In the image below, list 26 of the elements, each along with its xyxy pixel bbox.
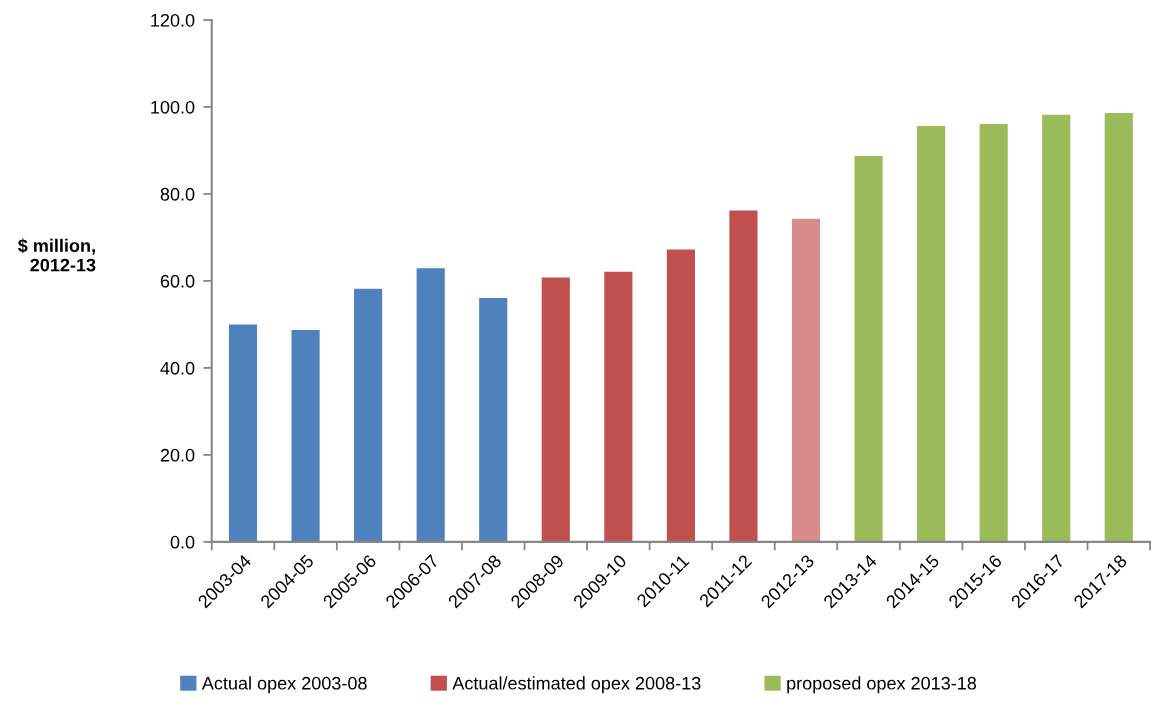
bar [228, 324, 258, 542]
y-tick-label: 0.0 [170, 535, 195, 549]
y-axis-title: $ million, 2012-13 [18, 238, 96, 272]
bar [604, 271, 633, 542]
bar [917, 126, 946, 542]
bar [1104, 113, 1133, 542]
legend-label: proposed opex 2013-18 [787, 676, 977, 694]
bar [541, 277, 570, 542]
legend-label: Actual opex 2003-08 [201, 676, 367, 694]
bar [291, 330, 320, 542]
bar [666, 249, 695, 542]
bar [1042, 114, 1071, 542]
legend-label: Actual/estimated opex 2008-13 [452, 676, 701, 694]
bar [729, 210, 758, 542]
bar [479, 297, 508, 542]
y-tick-label: 20.0 [160, 448, 195, 462]
y-tick-label: 60.0 [160, 274, 195, 288]
y-tick-label: 80.0 [160, 187, 195, 201]
y-tick-label: 40.0 [160, 361, 195, 375]
bar [854, 156, 883, 542]
bar [791, 218, 821, 542]
y-tick-label: 120.0 [151, 13, 195, 27]
y-tick-label: 100.0 [151, 100, 195, 114]
bar [979, 123, 1008, 542]
bar [354, 288, 383, 542]
bar [416, 268, 445, 542]
